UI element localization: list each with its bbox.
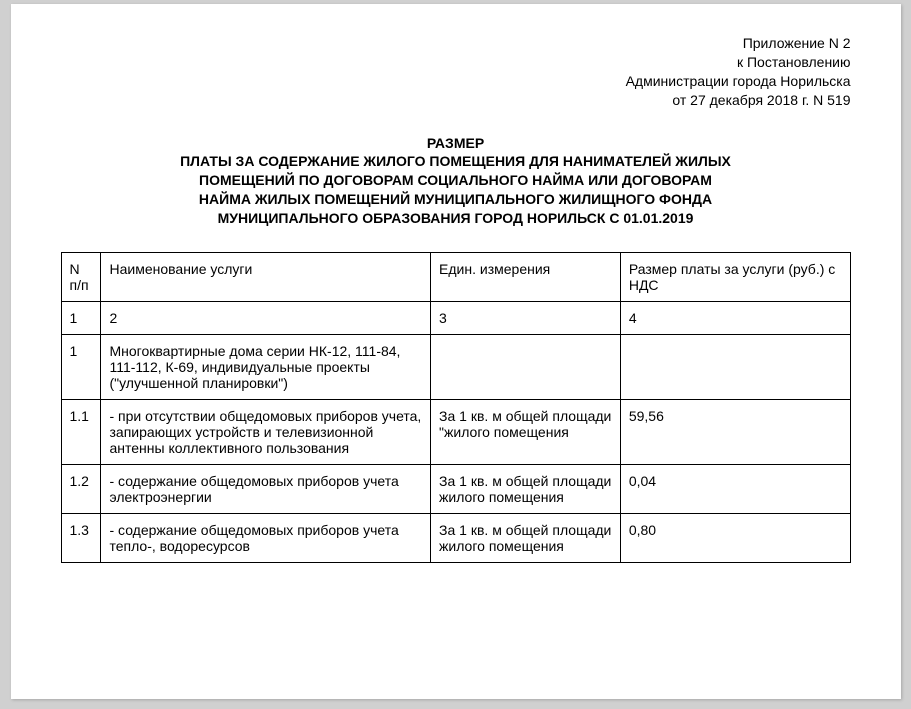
cell-num: 1.2 — [61, 465, 101, 514]
cell-name: - содержание общедомовых приборов учета … — [101, 465, 431, 514]
col-header-price: Размер платы за услуги (руб.) с НДС — [620, 253, 850, 302]
colnum-cell: 3 — [431, 302, 621, 335]
cell-num: 1 — [61, 335, 101, 400]
colnum-cell: 2 — [101, 302, 431, 335]
title-line: НАЙМА ЖИЛЫХ ПОМЕЩЕНИЙ МУНИЦИПАЛЬНОГО ЖИЛ… — [69, 190, 843, 209]
cell-price: 0,80 — [620, 514, 850, 563]
cell-name: - содержание общедомовых приборов учета … — [101, 514, 431, 563]
title-line: РАЗМЕР — [69, 134, 843, 153]
cell-name: - при отсутствии общедомовых приборов уч… — [101, 400, 431, 465]
cell-price — [620, 335, 850, 400]
cell-num: 1.3 — [61, 514, 101, 563]
col-header-name: Наименование услуги — [101, 253, 431, 302]
colnum-cell: 4 — [620, 302, 850, 335]
col-header-num: N п/п — [61, 253, 101, 302]
header-line: Администрации города Норильска — [39, 72, 851, 91]
cell-unit: За 1 кв. м общей площади жилого помещени… — [431, 514, 621, 563]
cell-unit: За 1 кв. м общей площади жилого помещени… — [431, 465, 621, 514]
header-line: к Постановлению — [39, 53, 851, 72]
header-line: от 27 декабря 2018 г. N 519 — [39, 91, 851, 110]
table-row: 1.1 - при отсутствии общедомовых приборо… — [61, 400, 850, 465]
table-row: 1 Многоквартирные дома серии НК-12, 111-… — [61, 335, 850, 400]
document-page: Приложение N 2 к Постановлению Администр… — [11, 4, 901, 699]
title-line: ПЛАТЫ ЗА СОДЕРЖАНИЕ ЖИЛОГО ПОМЕЩЕНИЯ ДЛЯ… — [69, 152, 843, 171]
title-line: МУНИЦИПАЛЬНОГО ОБРАЗОВАНИЯ ГОРОД НОРИЛЬС… — [69, 209, 843, 228]
header-line: Приложение N 2 — [39, 34, 851, 53]
table-row: 1.3 - содержание общедомовых приборов уч… — [61, 514, 850, 563]
table-row: 1.2 - содержание общедомовых приборов уч… — [61, 465, 850, 514]
header-block: Приложение N 2 к Постановлению Администр… — [39, 34, 851, 110]
cell-price: 59,56 — [620, 400, 850, 465]
cell-num: 1.1 — [61, 400, 101, 465]
cell-unit — [431, 335, 621, 400]
cell-name: Многоквартирные дома серии НК-12, 111-84… — [101, 335, 431, 400]
tariff-table: N п/п Наименование услуги Един. измерени… — [61, 252, 851, 563]
col-header-unit: Един. измерения — [431, 253, 621, 302]
cell-price: 0,04 — [620, 465, 850, 514]
colnum-cell: 1 — [61, 302, 101, 335]
title-line: ПОМЕЩЕНИЙ ПО ДОГОВОРАМ СОЦИАЛЬНОГО НАЙМА… — [69, 171, 843, 190]
cell-unit: За 1 кв. м общей площади "жилого помещен… — [431, 400, 621, 465]
table-header-row: N п/п Наименование услуги Един. измерени… — [61, 253, 850, 302]
table-colnum-row: 1 2 3 4 — [61, 302, 850, 335]
title-block: РАЗМЕР ПЛАТЫ ЗА СОДЕРЖАНИЕ ЖИЛОГО ПОМЕЩЕ… — [39, 134, 873, 228]
